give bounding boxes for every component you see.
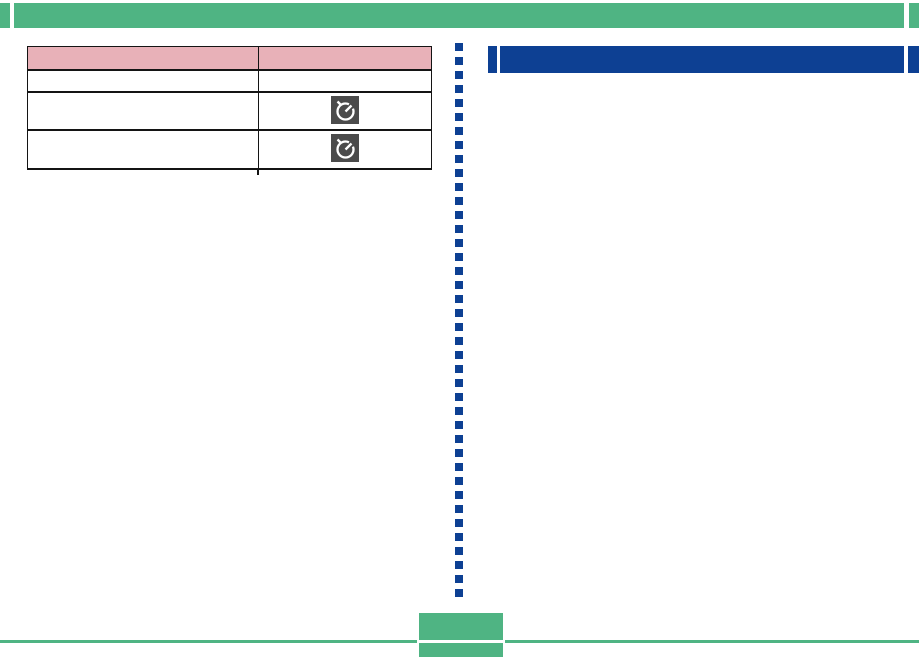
self-timer-icon bbox=[331, 134, 359, 162]
table-row bbox=[27, 129, 432, 170]
dotted-divider bbox=[455, 43, 463, 603]
table-cell bbox=[27, 91, 259, 131]
self-timer-icon bbox=[331, 95, 359, 124]
page-number-box bbox=[419, 613, 503, 640]
section-header-accent-left bbox=[488, 46, 497, 73]
footer-rule-right bbox=[505, 640, 919, 643]
table-cell bbox=[27, 69, 259, 93]
top-bar-accent-left bbox=[0, 3, 10, 28]
table-header-cell-left bbox=[27, 46, 259, 71]
section-header-bar bbox=[500, 46, 904, 73]
table-column-divider-tick bbox=[257, 169, 259, 175]
section-header-accent-right bbox=[908, 46, 919, 73]
table-header-cell-right bbox=[258, 46, 432, 71]
table-cell bbox=[258, 91, 432, 131]
table-row bbox=[27, 91, 432, 131]
top-bar bbox=[14, 3, 904, 28]
table-row bbox=[27, 69, 432, 93]
info-table bbox=[27, 46, 432, 170]
page-number-box-lower bbox=[419, 643, 503, 657]
table-cell bbox=[258, 69, 432, 93]
table-cell bbox=[27, 129, 259, 170]
top-bar-accent-right bbox=[909, 3, 919, 28]
table-header-row bbox=[27, 46, 432, 71]
table-cell bbox=[258, 129, 432, 170]
footer-rule-left bbox=[0, 640, 417, 643]
